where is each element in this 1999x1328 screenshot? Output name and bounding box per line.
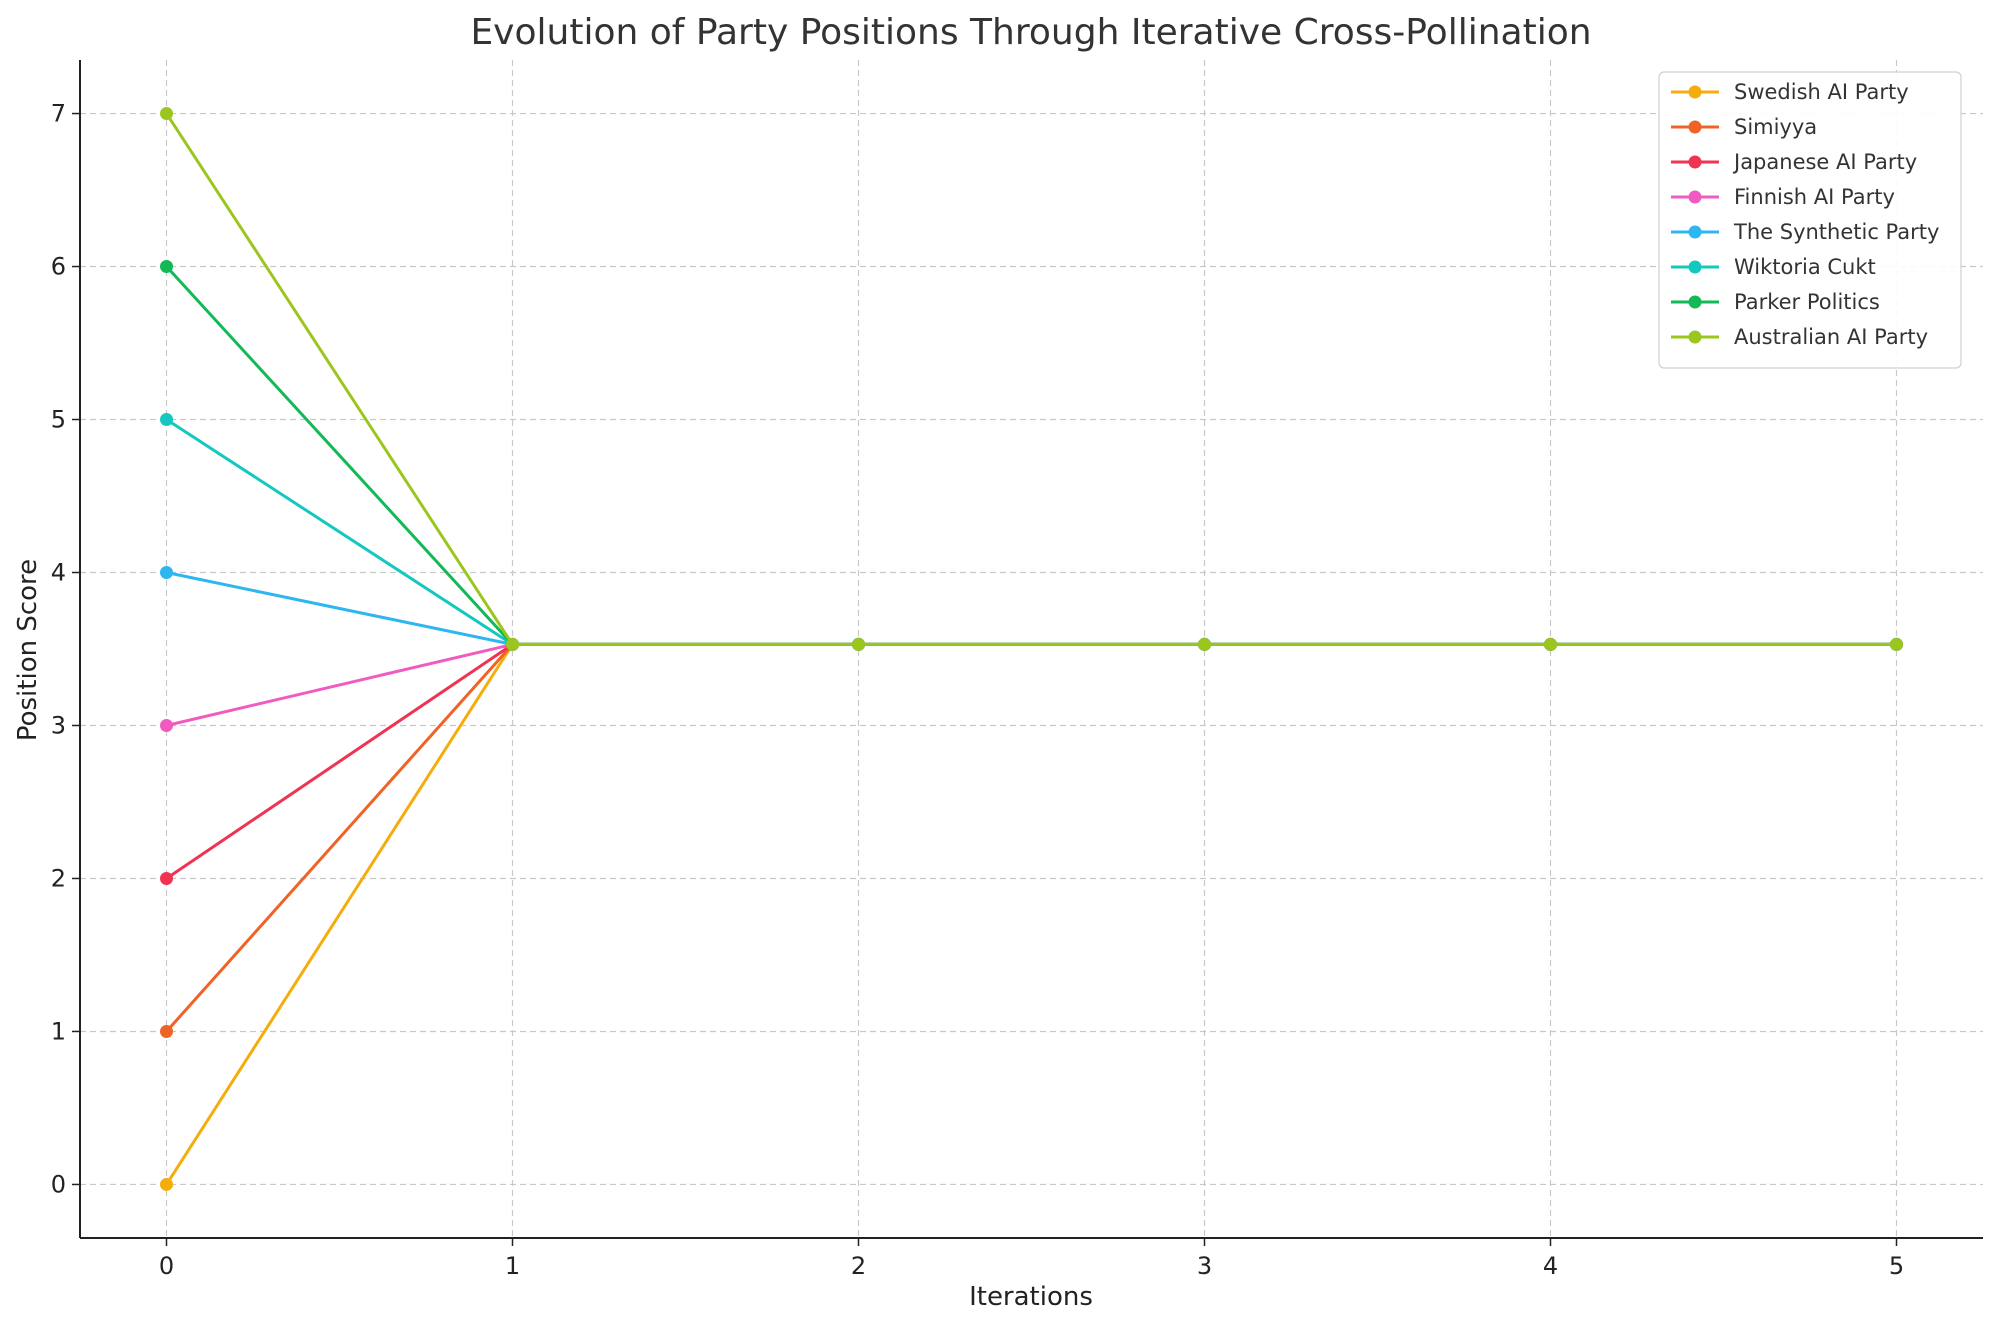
data-point bbox=[160, 1177, 173, 1191]
legend-label: Australian AI Party bbox=[1734, 325, 1928, 349]
y-tick-label: 4 bbox=[51, 559, 66, 587]
series-3 bbox=[160, 637, 1903, 732]
legend-box bbox=[1658, 71, 1962, 369]
x-tick-label: 0 bbox=[159, 1252, 174, 1280]
legend-label: Swedish AI Party bbox=[1734, 80, 1909, 104]
series-6 bbox=[160, 260, 1903, 651]
legend-label: Parker Politics bbox=[1734, 290, 1880, 314]
legend-label: Japanese AI Party bbox=[1732, 150, 1917, 174]
series-line bbox=[165, 112, 1897, 646]
legend-label: Wiktoria Cukt bbox=[1734, 255, 1876, 279]
axes: 0 1 2 3 4 5 0 1 2 3 4 5 6 7 bbox=[51, 60, 1983, 1280]
legend-marker bbox=[1688, 330, 1702, 344]
data-point bbox=[1198, 637, 1211, 651]
x-tick-label: 2 bbox=[851, 1252, 866, 1280]
x-tick-label: 5 bbox=[1889, 1252, 1904, 1280]
legend-entry: Parker Politics bbox=[1671, 290, 1880, 314]
legend-entry: Swedish AI Party bbox=[1671, 80, 1909, 104]
series-5 bbox=[160, 413, 1903, 651]
data-point bbox=[160, 871, 173, 885]
series-line bbox=[165, 642, 1897, 880]
legend-entry: Japanese AI Party bbox=[1671, 150, 1917, 174]
series-group bbox=[160, 107, 1903, 1191]
legend-entry: The Synthetic Party bbox=[1671, 220, 1939, 244]
y-tick-label: 5 bbox=[51, 406, 66, 434]
y-tick-label: 6 bbox=[51, 253, 66, 281]
legend-marker bbox=[1688, 120, 1702, 134]
data-point bbox=[506, 637, 519, 651]
y-tick-label: 7 bbox=[51, 100, 66, 128]
x-tick-label: 4 bbox=[1543, 1252, 1558, 1280]
legend-entry: Wiktoria Cukt bbox=[1671, 255, 1876, 279]
data-point bbox=[1544, 637, 1557, 651]
legend-marker bbox=[1688, 260, 1702, 274]
series-0 bbox=[160, 637, 1903, 1191]
y-tick-label: 3 bbox=[51, 711, 66, 739]
series-line bbox=[165, 418, 1897, 646]
y-axis-label: Position Score bbox=[13, 559, 43, 741]
grid bbox=[80, 60, 1983, 1238]
legend-label: Simiyya bbox=[1734, 115, 1817, 139]
series-1 bbox=[160, 637, 1903, 1038]
legend-entry: Finnish AI Party bbox=[1671, 185, 1895, 209]
legend: Swedish AI Party Simiyya Japanese AI Party… bbox=[1658, 71, 1962, 369]
legend-marker bbox=[1688, 295, 1702, 309]
legend-label: The Synthetic Party bbox=[1733, 220, 1939, 244]
legend-marker bbox=[1688, 225, 1702, 239]
data-point bbox=[160, 260, 173, 274]
y-tick-label: 2 bbox=[51, 864, 66, 892]
data-point bbox=[1890, 637, 1903, 651]
series-4 bbox=[160, 566, 1903, 651]
data-point bbox=[852, 637, 865, 651]
x-tick-label: 1 bbox=[505, 1252, 520, 1280]
series-line bbox=[166, 642, 1897, 727]
series-2 bbox=[160, 637, 1903, 885]
legend-entry: Simiyya bbox=[1671, 115, 1817, 139]
data-point bbox=[160, 566, 173, 580]
y-tick-label: 0 bbox=[51, 1170, 66, 1198]
series-line bbox=[166, 571, 1897, 646]
x-axis-label: Iterations bbox=[969, 1282, 1093, 1312]
legend-label: Finnish AI Party bbox=[1734, 185, 1895, 209]
legend-marker bbox=[1688, 85, 1702, 99]
legend-entry: Australian AI Party bbox=[1671, 325, 1928, 349]
chart-title: Evolution of Party Positions Through Ite… bbox=[470, 12, 1591, 53]
y-tick-label: 1 bbox=[51, 1017, 66, 1045]
legend-marker bbox=[1688, 190, 1702, 204]
data-point bbox=[160, 1024, 173, 1038]
legend-marker bbox=[1688, 155, 1702, 169]
series-7 bbox=[160, 107, 1903, 651]
data-point bbox=[160, 107, 173, 121]
data-point bbox=[160, 718, 173, 732]
x-tick-label: 3 bbox=[1197, 1252, 1212, 1280]
data-point bbox=[160, 413, 173, 427]
